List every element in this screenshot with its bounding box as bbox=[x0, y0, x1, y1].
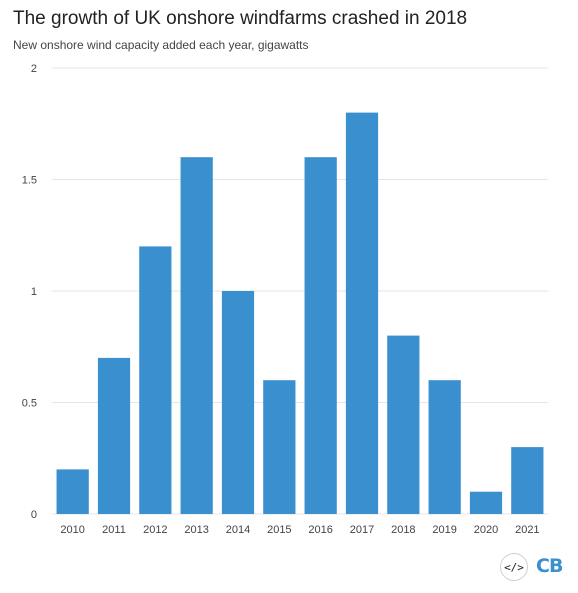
bar-2015[interactable] bbox=[263, 380, 295, 514]
x-tick-label: 2013 bbox=[184, 524, 208, 536]
x-tick-label: 2016 bbox=[308, 524, 332, 536]
carbon-brief-logo: CB bbox=[536, 555, 562, 577]
bar-2013[interactable] bbox=[181, 157, 213, 514]
x-tick-label: 2018 bbox=[391, 524, 415, 536]
y-tick-label: 0 bbox=[31, 509, 37, 521]
bars bbox=[57, 113, 544, 514]
x-tick-label: 2019 bbox=[432, 524, 456, 536]
x-tick-label: 2012 bbox=[143, 524, 167, 536]
bar-2011[interactable] bbox=[98, 358, 130, 514]
embed-code-icon[interactable]: </> bbox=[500, 553, 528, 581]
y-axis-ticks: 0 0.5 1 1.5 2 bbox=[22, 63, 37, 521]
bar-2020[interactable] bbox=[470, 492, 502, 514]
bar-2021[interactable] bbox=[511, 447, 543, 514]
x-tick-label: 2017 bbox=[350, 524, 374, 536]
bar-2016[interactable] bbox=[305, 157, 337, 514]
y-tick-label: 0.5 bbox=[22, 398, 37, 410]
x-tick-label: 2014 bbox=[226, 524, 250, 536]
x-tick-label: 2011 bbox=[102, 524, 126, 536]
x-tick-label: 2015 bbox=[267, 524, 291, 536]
y-tick-label: 1.5 bbox=[22, 175, 37, 187]
y-tick-label: 1 bbox=[31, 286, 37, 298]
bar-2010[interactable] bbox=[57, 469, 89, 514]
x-axis-ticks: 2010 2011 2012 2013 2014 2015 2016 2017 2018 2019… bbox=[60, 524, 539, 536]
x-tick-label: 2010 bbox=[60, 524, 84, 536]
x-tick-label: 2021 bbox=[515, 524, 539, 536]
y-tick-label: 2 bbox=[31, 63, 37, 75]
bar-2012[interactable] bbox=[139, 246, 171, 514]
bar-2017[interactable] bbox=[346, 113, 378, 514]
bar-2019[interactable] bbox=[429, 380, 461, 514]
bar-2018[interactable] bbox=[387, 336, 419, 514]
x-tick-label: 2020 bbox=[474, 524, 498, 536]
bar-2014[interactable] bbox=[222, 291, 254, 514]
